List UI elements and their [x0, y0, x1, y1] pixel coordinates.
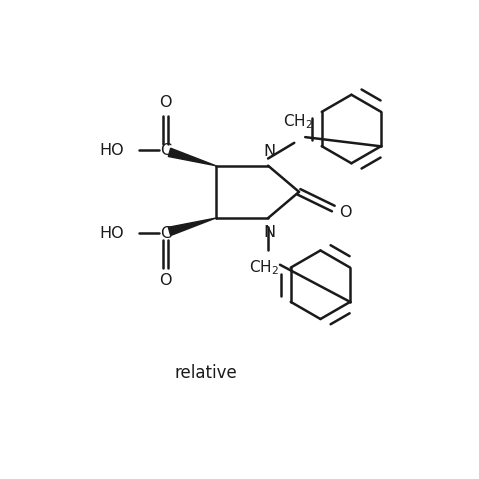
Text: CH$_2$: CH$_2$ — [283, 112, 313, 131]
Text: C: C — [160, 143, 171, 158]
Text: N: N — [263, 144, 275, 159]
Text: HO: HO — [100, 226, 124, 241]
Text: C: C — [160, 226, 171, 241]
Text: HO: HO — [100, 143, 124, 158]
Polygon shape — [168, 148, 216, 166]
Text: relative: relative — [175, 364, 238, 382]
Text: O: O — [160, 274, 172, 288]
Text: O: O — [339, 205, 352, 220]
Polygon shape — [168, 218, 216, 236]
Text: CH$_2$: CH$_2$ — [249, 259, 279, 277]
Text: N: N — [263, 225, 275, 240]
Text: O: O — [160, 95, 172, 111]
